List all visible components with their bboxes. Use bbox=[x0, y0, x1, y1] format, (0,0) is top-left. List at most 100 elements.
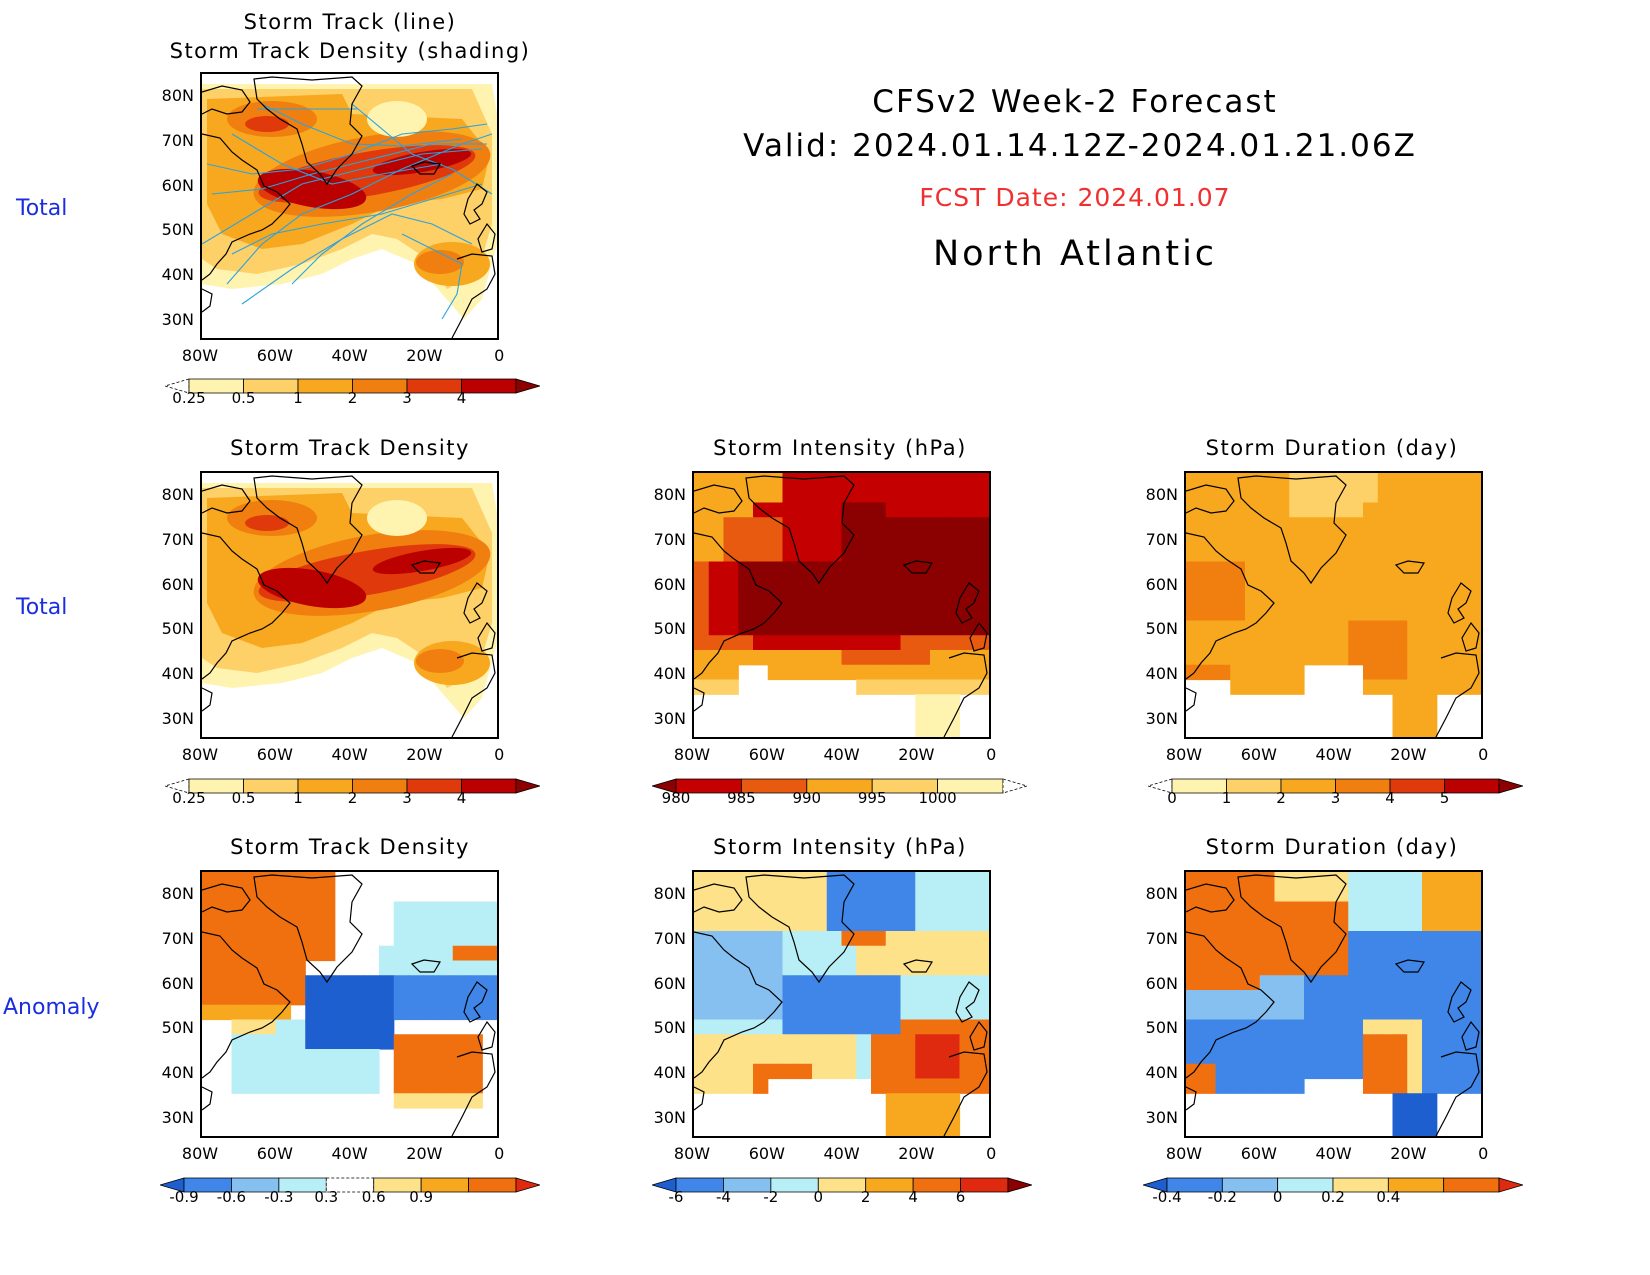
grid-cell bbox=[1230, 1019, 1246, 1035]
lon-tick-label: 80W bbox=[1165, 745, 1203, 764]
grid-cell bbox=[290, 1019, 306, 1035]
grid-cell bbox=[1274, 960, 1290, 976]
grid-cell bbox=[467, 990, 483, 1006]
grid-cell bbox=[1466, 1004, 1481, 1021]
grid-cell bbox=[1436, 1063, 1453, 1080]
grid-cell bbox=[959, 561, 975, 577]
grid-cell bbox=[782, 1034, 798, 1050]
grid-cell bbox=[841, 487, 857, 504]
grid-cell bbox=[767, 487, 784, 504]
grid-cell bbox=[393, 1063, 410, 1080]
colorbar-tick-label: 5 bbox=[1439, 789, 1450, 807]
grid-cell bbox=[930, 517, 946, 533]
grid-cell bbox=[1304, 532, 1320, 548]
grid-cell bbox=[974, 916, 989, 932]
grid-cell bbox=[275, 1004, 292, 1021]
grid-cell bbox=[1348, 916, 1364, 932]
grid-cell bbox=[305, 990, 321, 1006]
grid-cell bbox=[738, 1019, 754, 1035]
grid-cell bbox=[452, 1049, 469, 1065]
grid-cell bbox=[261, 872, 277, 888]
grid-cell bbox=[423, 1078, 439, 1094]
grid-cell bbox=[723, 872, 739, 888]
grid-cell bbox=[379, 1034, 395, 1050]
colorbar-tick-label: 1000 bbox=[918, 789, 957, 807]
region-name: North Atlantic bbox=[932, 234, 1218, 274]
grid-cell bbox=[871, 664, 887, 681]
lat-tick-label: 60N bbox=[161, 574, 194, 594]
grid-cell bbox=[1451, 945, 1467, 962]
grid-cell bbox=[1466, 945, 1481, 962]
grid-cell bbox=[1348, 502, 1364, 518]
grid-cell bbox=[261, 960, 277, 976]
grid-cell bbox=[915, 1034, 931, 1050]
grid-cell bbox=[885, 1122, 902, 1136]
grid-cell bbox=[767, 960, 784, 976]
grid-cell bbox=[275, 901, 292, 917]
grid-cell bbox=[1289, 546, 1305, 563]
grid-cell bbox=[782, 576, 798, 592]
grid-cell bbox=[1318, 561, 1335, 577]
grid-cell bbox=[930, 694, 946, 710]
grid-cell bbox=[1392, 679, 1408, 695]
lon-tick-label: 20W bbox=[406, 1144, 443, 1163]
grid-cell bbox=[1407, 1122, 1423, 1136]
grid-cell bbox=[423, 1049, 439, 1065]
grid-cell bbox=[1215, 532, 1231, 548]
grid-cell bbox=[915, 517, 931, 533]
grid-cell bbox=[1186, 591, 1202, 607]
grid-cell bbox=[261, 1019, 277, 1035]
grid-cell bbox=[797, 664, 813, 681]
grid-cell bbox=[930, 931, 946, 947]
grid-cell bbox=[202, 916, 218, 932]
grid-cell bbox=[1363, 886, 1379, 903]
lon-tick-label: 60W bbox=[1240, 745, 1277, 764]
grid-cell bbox=[1215, 591, 1231, 607]
grid-cell bbox=[1289, 1063, 1305, 1080]
grid-cell bbox=[915, 576, 931, 592]
grid-cell bbox=[856, 591, 872, 607]
grid-cell bbox=[826, 975, 843, 991]
grid-cell bbox=[1230, 960, 1246, 976]
grid-cell bbox=[1333, 916, 1349, 932]
grid-cell bbox=[1274, 620, 1290, 636]
grid-cell bbox=[379, 1019, 395, 1035]
grid-cell bbox=[349, 1049, 365, 1065]
grid-cell bbox=[1407, 679, 1423, 695]
grid-cell bbox=[1436, 679, 1453, 695]
grid-cell bbox=[782, 635, 798, 651]
grid-cell bbox=[767, 517, 784, 533]
grid-cell bbox=[1318, 931, 1335, 947]
grid-cell bbox=[885, 1004, 902, 1021]
grid-cell bbox=[1318, 1049, 1335, 1065]
grid-cell bbox=[694, 502, 710, 518]
grid-cell bbox=[959, 945, 975, 962]
grid-cell bbox=[797, 591, 813, 607]
grid-cell bbox=[723, 679, 739, 695]
grid-cell bbox=[1230, 546, 1246, 563]
grid-cell bbox=[738, 1078, 754, 1094]
grid-cell bbox=[944, 517, 961, 533]
row-label-total-1: Total bbox=[16, 196, 68, 221]
grid-cell bbox=[930, 561, 946, 577]
grid-cell bbox=[290, 886, 306, 903]
grid-cell bbox=[290, 1078, 306, 1094]
grid-cell bbox=[1259, 945, 1276, 962]
grid-cell bbox=[1274, 502, 1290, 518]
lat-tick-label: 50N bbox=[1145, 619, 1178, 639]
grid-cell bbox=[1422, 723, 1438, 737]
grid-cell bbox=[1274, 576, 1290, 592]
grid-cell bbox=[1466, 872, 1481, 888]
grid-cell bbox=[1215, 561, 1231, 577]
grid-cell bbox=[959, 650, 975, 666]
grid-cell bbox=[275, 872, 292, 888]
grid-cell bbox=[708, 872, 725, 888]
grid-cell bbox=[1259, 916, 1276, 932]
grid-cell bbox=[826, 605, 843, 622]
grid-cell bbox=[1333, 532, 1349, 548]
grid-cell bbox=[841, 620, 857, 636]
grid-cell bbox=[216, 916, 233, 932]
lat-tick-label: 40N bbox=[653, 1063, 686, 1083]
grid-cell bbox=[452, 1078, 469, 1094]
grid-cell bbox=[1451, 517, 1467, 533]
